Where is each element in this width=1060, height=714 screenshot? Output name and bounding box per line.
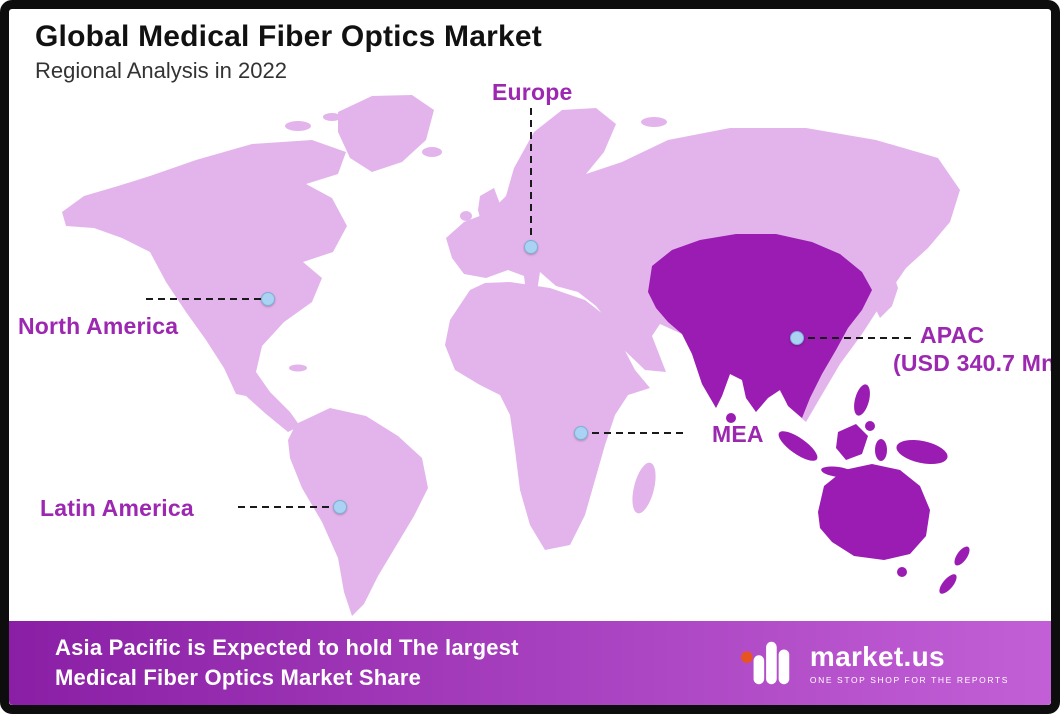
landmass-new-zealand-south (939, 574, 957, 594)
region-label-latin-america: Latin America (40, 495, 194, 521)
banner-caption-line1: Asia Pacific is Expected to hold The lar… (55, 635, 519, 660)
landmass-japan (873, 258, 898, 318)
apac-dark-regions (648, 234, 970, 594)
landmass-cuba (289, 364, 307, 372)
brand-logo: market.us ONE STOP SHOP FOR THE REPORTS (740, 636, 1009, 690)
region-label-apac: APAC (920, 322, 985, 348)
brand-tagline: ONE STOP SHOP FOR THE REPORTS (809, 675, 1009, 685)
banner-caption: Asia Pacific is Expected to hold The lar… (55, 633, 519, 693)
leader-line-latin-america (238, 506, 335, 508)
landmass-new-guinea (896, 439, 948, 465)
leader-line-europe (530, 108, 532, 244)
region-label-europe: Europe (492, 79, 573, 105)
marker-europe (524, 240, 538, 254)
landmass-madagascar (632, 462, 656, 514)
landmass-mindanao (865, 421, 875, 431)
page-subtitle: Regional Analysis in 2022 (35, 58, 287, 83)
landmass-africa (445, 282, 650, 550)
region-label-north-america: North America (18, 313, 179, 339)
banner-caption-line2: Medical Fiber Optics Market Share (55, 665, 422, 690)
landmass-borneo (836, 424, 868, 460)
landmass-philippines (854, 384, 870, 416)
brand-text: market.us ONE STOP SHOP FOR THE REPORTS (810, 641, 1009, 685)
marker-latin-america (333, 500, 347, 514)
landmass-svalbard (641, 117, 667, 127)
landmass-ireland (460, 211, 472, 221)
landmass-arctic-island-2 (323, 113, 341, 121)
marker-mea (574, 426, 588, 440)
leader-line-mea (592, 432, 688, 434)
region-label-mea: MEA (712, 421, 764, 447)
landmass-uk (478, 188, 500, 226)
bottom-banner: Asia Pacific is Expected to hold The lar… (9, 621, 1051, 705)
leader-line-north-america (146, 298, 262, 300)
landmass-new-zealand-north (954, 546, 970, 566)
landmass-south-america (288, 408, 428, 616)
brand-name: market.us (809, 641, 945, 672)
landmass-iceland (422, 147, 442, 157)
landmass-north-america (62, 140, 347, 432)
marketus-logo-icon (740, 641, 790, 685)
landmass-greenland (338, 95, 434, 172)
marker-north-america (261, 292, 275, 306)
marker-apac (790, 331, 804, 345)
landmass-sumatra (778, 431, 818, 461)
page-title: Global Medical Fiber Optics Market (35, 20, 542, 53)
landmass-sri-lanka (726, 413, 736, 423)
leader-line-apac (808, 337, 913, 339)
landmass-arctic-island-1 (285, 121, 311, 131)
landmass-tasmania (897, 567, 907, 577)
landmass-sulawesi (875, 439, 887, 461)
header: Global Medical Fiber Optics Market Regio… (35, 20, 542, 84)
landmass-australia (818, 464, 930, 560)
region-value-apac: (USD 340.7 Mn) (893, 350, 1060, 376)
region-apac-shape (648, 234, 872, 418)
